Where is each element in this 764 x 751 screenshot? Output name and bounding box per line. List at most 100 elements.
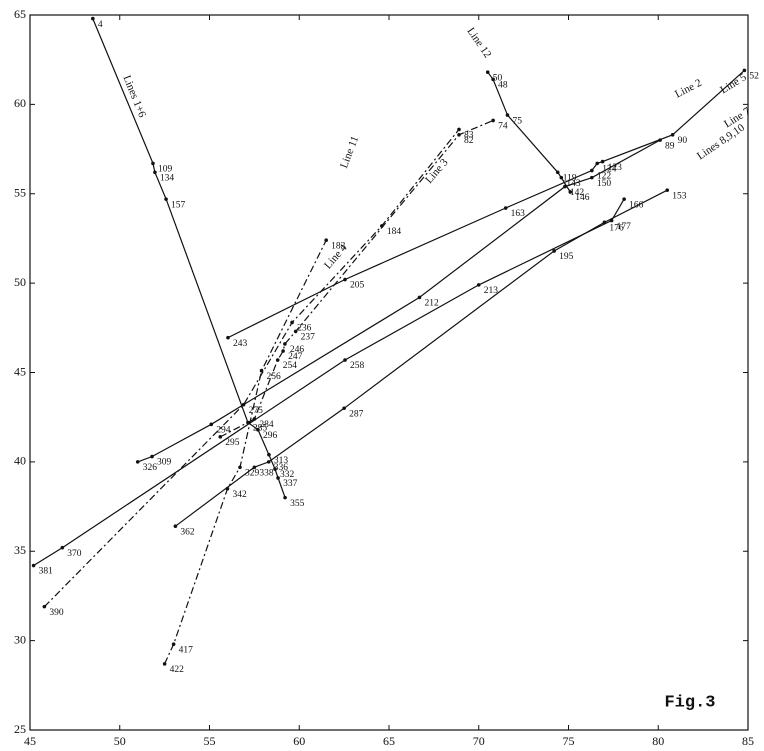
point-label: 205 bbox=[350, 281, 365, 291]
data-point bbox=[218, 435, 223, 439]
x-tick-label: 75 bbox=[563, 734, 575, 748]
data-point bbox=[491, 77, 495, 82]
point-label: 294 bbox=[216, 426, 231, 436]
point-label: 150 bbox=[597, 179, 612, 189]
point-label: 336 bbox=[274, 463, 289, 473]
data-point bbox=[590, 168, 594, 173]
point-label: 212 bbox=[425, 299, 440, 309]
data-point bbox=[290, 320, 294, 325]
data-point bbox=[276, 476, 280, 480]
data-point bbox=[324, 238, 328, 243]
point-label: 163 bbox=[511, 209, 526, 219]
data-point bbox=[417, 295, 422, 300]
data-point bbox=[563, 184, 567, 189]
series-name: Line 12 bbox=[464, 26, 493, 61]
data-point bbox=[256, 427, 260, 432]
data-point bbox=[658, 138, 662, 142]
point-label: 285 bbox=[253, 424, 268, 434]
point-label: 166 bbox=[629, 200, 644, 210]
data-point bbox=[342, 406, 346, 411]
series-line bbox=[227, 69, 745, 339]
data-point bbox=[42, 604, 47, 609]
data-point bbox=[252, 465, 257, 470]
series-name: Line 2 bbox=[673, 77, 704, 101]
data-point bbox=[343, 358, 347, 362]
data-point bbox=[559, 175, 564, 180]
point-label: 183 bbox=[331, 241, 346, 251]
x-tick-label: 80 bbox=[652, 734, 664, 748]
point-label: 109 bbox=[158, 165, 173, 175]
data-point bbox=[491, 118, 495, 123]
series-line bbox=[164, 239, 327, 665]
data-point bbox=[241, 402, 246, 407]
series-name: Line 5 bbox=[718, 71, 749, 96]
point-label: 134 bbox=[160, 173, 175, 183]
point-label: 195 bbox=[559, 252, 574, 262]
data-point bbox=[568, 190, 573, 194]
data-point bbox=[273, 467, 277, 471]
data-point bbox=[91, 16, 95, 21]
data-point bbox=[283, 495, 287, 500]
point-label: 50 bbox=[493, 73, 503, 83]
point-label: 157 bbox=[171, 200, 186, 210]
data-point bbox=[622, 197, 626, 201]
series-line bbox=[33, 198, 625, 567]
point-label: 381 bbox=[39, 567, 54, 577]
x-tick-label: 50 bbox=[114, 734, 126, 748]
series-name: Line 3 bbox=[423, 156, 451, 186]
data-point bbox=[151, 161, 155, 166]
x-tick-label: 65 bbox=[383, 734, 395, 748]
x-tick-label: 85 bbox=[742, 734, 754, 748]
y-tick-label: 30 bbox=[14, 632, 26, 646]
point-label: 329 bbox=[245, 468, 260, 478]
data-point bbox=[600, 159, 605, 164]
data-point bbox=[552, 249, 556, 253]
series-line bbox=[92, 18, 286, 498]
data-point bbox=[60, 545, 65, 550]
point-label: 258 bbox=[350, 361, 365, 371]
point-label: 246 bbox=[290, 345, 305, 355]
data-point bbox=[153, 170, 157, 175]
series-name: Lines 8,9,10 bbox=[695, 121, 747, 162]
data-point bbox=[595, 161, 600, 166]
data-point bbox=[135, 460, 140, 464]
y-tick-label: 65 bbox=[14, 7, 26, 21]
point-label: 422 bbox=[170, 665, 185, 675]
point-label: 124 bbox=[602, 165, 617, 175]
data-point bbox=[171, 642, 176, 646]
series-line bbox=[220, 119, 494, 438]
y-tick-label: 35 bbox=[14, 543, 26, 557]
point-label: 256 bbox=[267, 372, 282, 382]
point-label: 309 bbox=[157, 458, 172, 468]
point-label: 313 bbox=[274, 456, 289, 466]
y-tick-label: 60 bbox=[14, 96, 26, 110]
point-label: 275 bbox=[249, 406, 263, 416]
data-point bbox=[31, 563, 36, 568]
data-point bbox=[343, 277, 347, 282]
series-name: Line 4 bbox=[322, 242, 350, 272]
point-label: 236 bbox=[297, 324, 312, 334]
point-label: 284 bbox=[259, 420, 274, 430]
data-point bbox=[590, 175, 594, 180]
point-label: 338 bbox=[259, 468, 274, 478]
point-label: 342 bbox=[232, 490, 247, 500]
data-point bbox=[209, 422, 214, 427]
point-label: 153 bbox=[672, 191, 687, 201]
data-point bbox=[238, 465, 242, 470]
point-label: 237 bbox=[301, 333, 316, 343]
data-point bbox=[266, 460, 271, 464]
point-label: 90 bbox=[678, 136, 688, 146]
point-label: 184 bbox=[387, 227, 402, 237]
point-label: 295 bbox=[225, 438, 240, 448]
point-label: 362 bbox=[180, 527, 195, 537]
x-tick-label: 45 bbox=[24, 734, 36, 748]
point-label: 122 bbox=[597, 172, 612, 182]
point-label: 119 bbox=[563, 173, 577, 183]
y-tick-label: 25 bbox=[14, 722, 26, 736]
y-tick-label: 45 bbox=[14, 364, 26, 378]
point-label: 247 bbox=[288, 352, 303, 362]
data-point bbox=[503, 206, 508, 210]
data-point bbox=[293, 329, 298, 334]
